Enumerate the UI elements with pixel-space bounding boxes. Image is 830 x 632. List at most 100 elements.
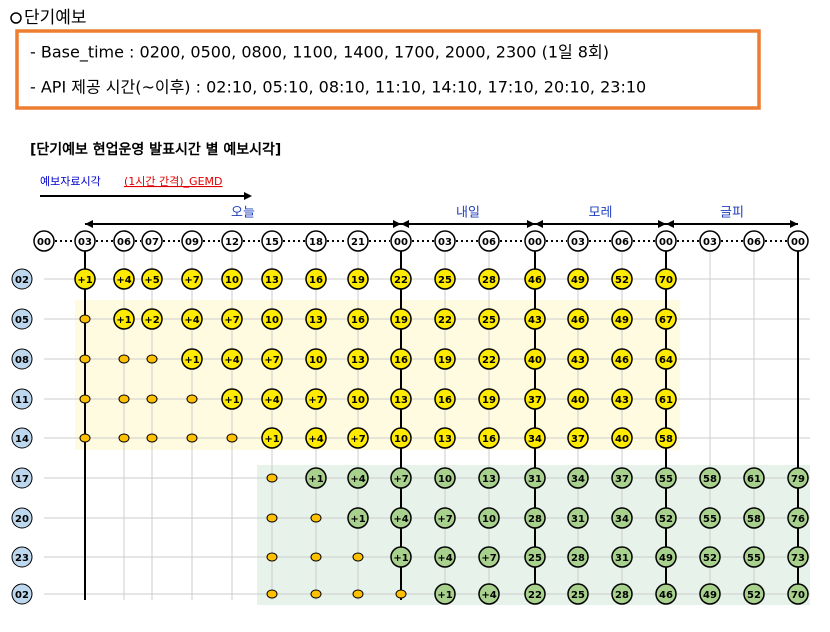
small-dot — [310, 552, 322, 562]
cell-circle — [434, 427, 456, 449]
cell-circle — [524, 268, 546, 290]
cell-circle — [305, 467, 327, 489]
cell-label: 76 — [791, 514, 805, 525]
cell-circle — [390, 388, 412, 410]
time-label: 00 — [394, 237, 408, 248]
row-circle — [11, 268, 33, 290]
time-circle — [524, 230, 546, 252]
cell-circle — [261, 348, 283, 370]
row-label: 14 — [15, 434, 29, 445]
time-label: 03 — [438, 237, 452, 248]
cell-circle — [113, 268, 135, 290]
row-label: 20 — [15, 514, 29, 525]
time-circle — [390, 230, 412, 252]
cell-label: 49 — [703, 590, 717, 601]
legend-arrowhead — [244, 192, 252, 200]
cell-circle — [434, 348, 456, 370]
small-dot — [266, 473, 278, 483]
cell-label: 37 — [571, 434, 585, 445]
cell-label: 28 — [571, 553, 585, 564]
cell-circle — [655, 583, 677, 605]
cell-label: 13 — [438, 434, 452, 445]
section-title: [단기예보 현업운영 발표시간 별 예보시각] — [30, 141, 281, 158]
cell-label: 61 — [659, 395, 673, 406]
cell-circle — [524, 388, 546, 410]
cell-label: +7 — [308, 395, 323, 406]
row-circle — [11, 427, 33, 449]
cell-circle — [434, 507, 456, 529]
cell-circle — [743, 583, 765, 605]
row-circle — [11, 467, 33, 489]
cell-label: +1 — [350, 514, 365, 525]
time-circle — [787, 230, 809, 252]
cell-label: +7 — [264, 355, 279, 366]
cell-label: +1 — [393, 553, 408, 564]
time-label: 00 — [528, 237, 542, 248]
cell-label: +1 — [437, 590, 452, 601]
cell-label: 46 — [571, 315, 585, 326]
cell-label: 16 — [438, 395, 452, 406]
cell-circle — [347, 388, 369, 410]
cell-circle — [611, 507, 633, 529]
cell-label: 19 — [351, 275, 365, 286]
cell-label: 13 — [309, 315, 323, 326]
cell-label: 40 — [528, 355, 542, 366]
arrowhead — [527, 220, 535, 228]
row-label: 05 — [15, 315, 29, 326]
cell-circle — [434, 467, 456, 489]
cell-circle — [478, 546, 500, 568]
cell-circle — [347, 348, 369, 370]
cell-label: 28 — [528, 514, 542, 525]
cell-circle — [181, 268, 203, 290]
cell-circle — [524, 546, 546, 568]
cell-label: 73 — [791, 553, 805, 564]
cell-circle — [261, 268, 283, 290]
cell-circle — [524, 467, 546, 489]
time-circle — [347, 230, 369, 252]
cell-circle — [567, 546, 589, 568]
cell-circle — [567, 507, 589, 529]
cell-label: +7 — [184, 275, 199, 286]
bullet — [10, 12, 22, 24]
time-circle — [141, 230, 163, 252]
day-label: 모레 — [589, 206, 613, 221]
small-dot — [146, 354, 158, 364]
cell-label: +7 — [224, 315, 239, 326]
cell-circle — [478, 467, 500, 489]
arrowhead — [393, 220, 401, 228]
cell-circle — [743, 507, 765, 529]
cell-circle — [434, 546, 456, 568]
cell-circle — [434, 583, 456, 605]
cell-label: +4 — [393, 514, 408, 525]
cell-label: 10 — [394, 434, 408, 445]
row-label: 02 — [15, 590, 29, 601]
cell-circle — [567, 427, 589, 449]
row-circle — [11, 388, 33, 410]
cell-label: +7 — [437, 514, 452, 525]
cell-circle — [567, 388, 589, 410]
cell-circle — [787, 546, 809, 568]
small-dot — [79, 314, 91, 324]
cell-label: 16 — [309, 275, 323, 286]
cell-circle — [611, 348, 633, 370]
cell-circle — [567, 583, 589, 605]
cell-circle — [347, 308, 369, 330]
cell-label: 49 — [659, 553, 673, 564]
cell-label: +1 — [308, 474, 323, 485]
row-circle — [11, 583, 33, 605]
cell-label: 46 — [615, 355, 629, 366]
cell-label: 34 — [571, 474, 585, 485]
cell-circle — [611, 308, 633, 330]
cell-circle — [787, 467, 809, 489]
cell-circle — [390, 467, 412, 489]
cell-label: 22 — [438, 315, 452, 326]
cell-circle — [524, 507, 546, 529]
day-label: 내일 — [456, 206, 480, 221]
cell-label: 25 — [528, 553, 542, 564]
cell-circle — [524, 348, 546, 370]
cell-label: 16 — [394, 355, 408, 366]
legend-note: (1시간 간격)_GEMD — [124, 175, 223, 188]
cell-circle — [347, 467, 369, 489]
cell-label: +2 — [144, 315, 159, 326]
